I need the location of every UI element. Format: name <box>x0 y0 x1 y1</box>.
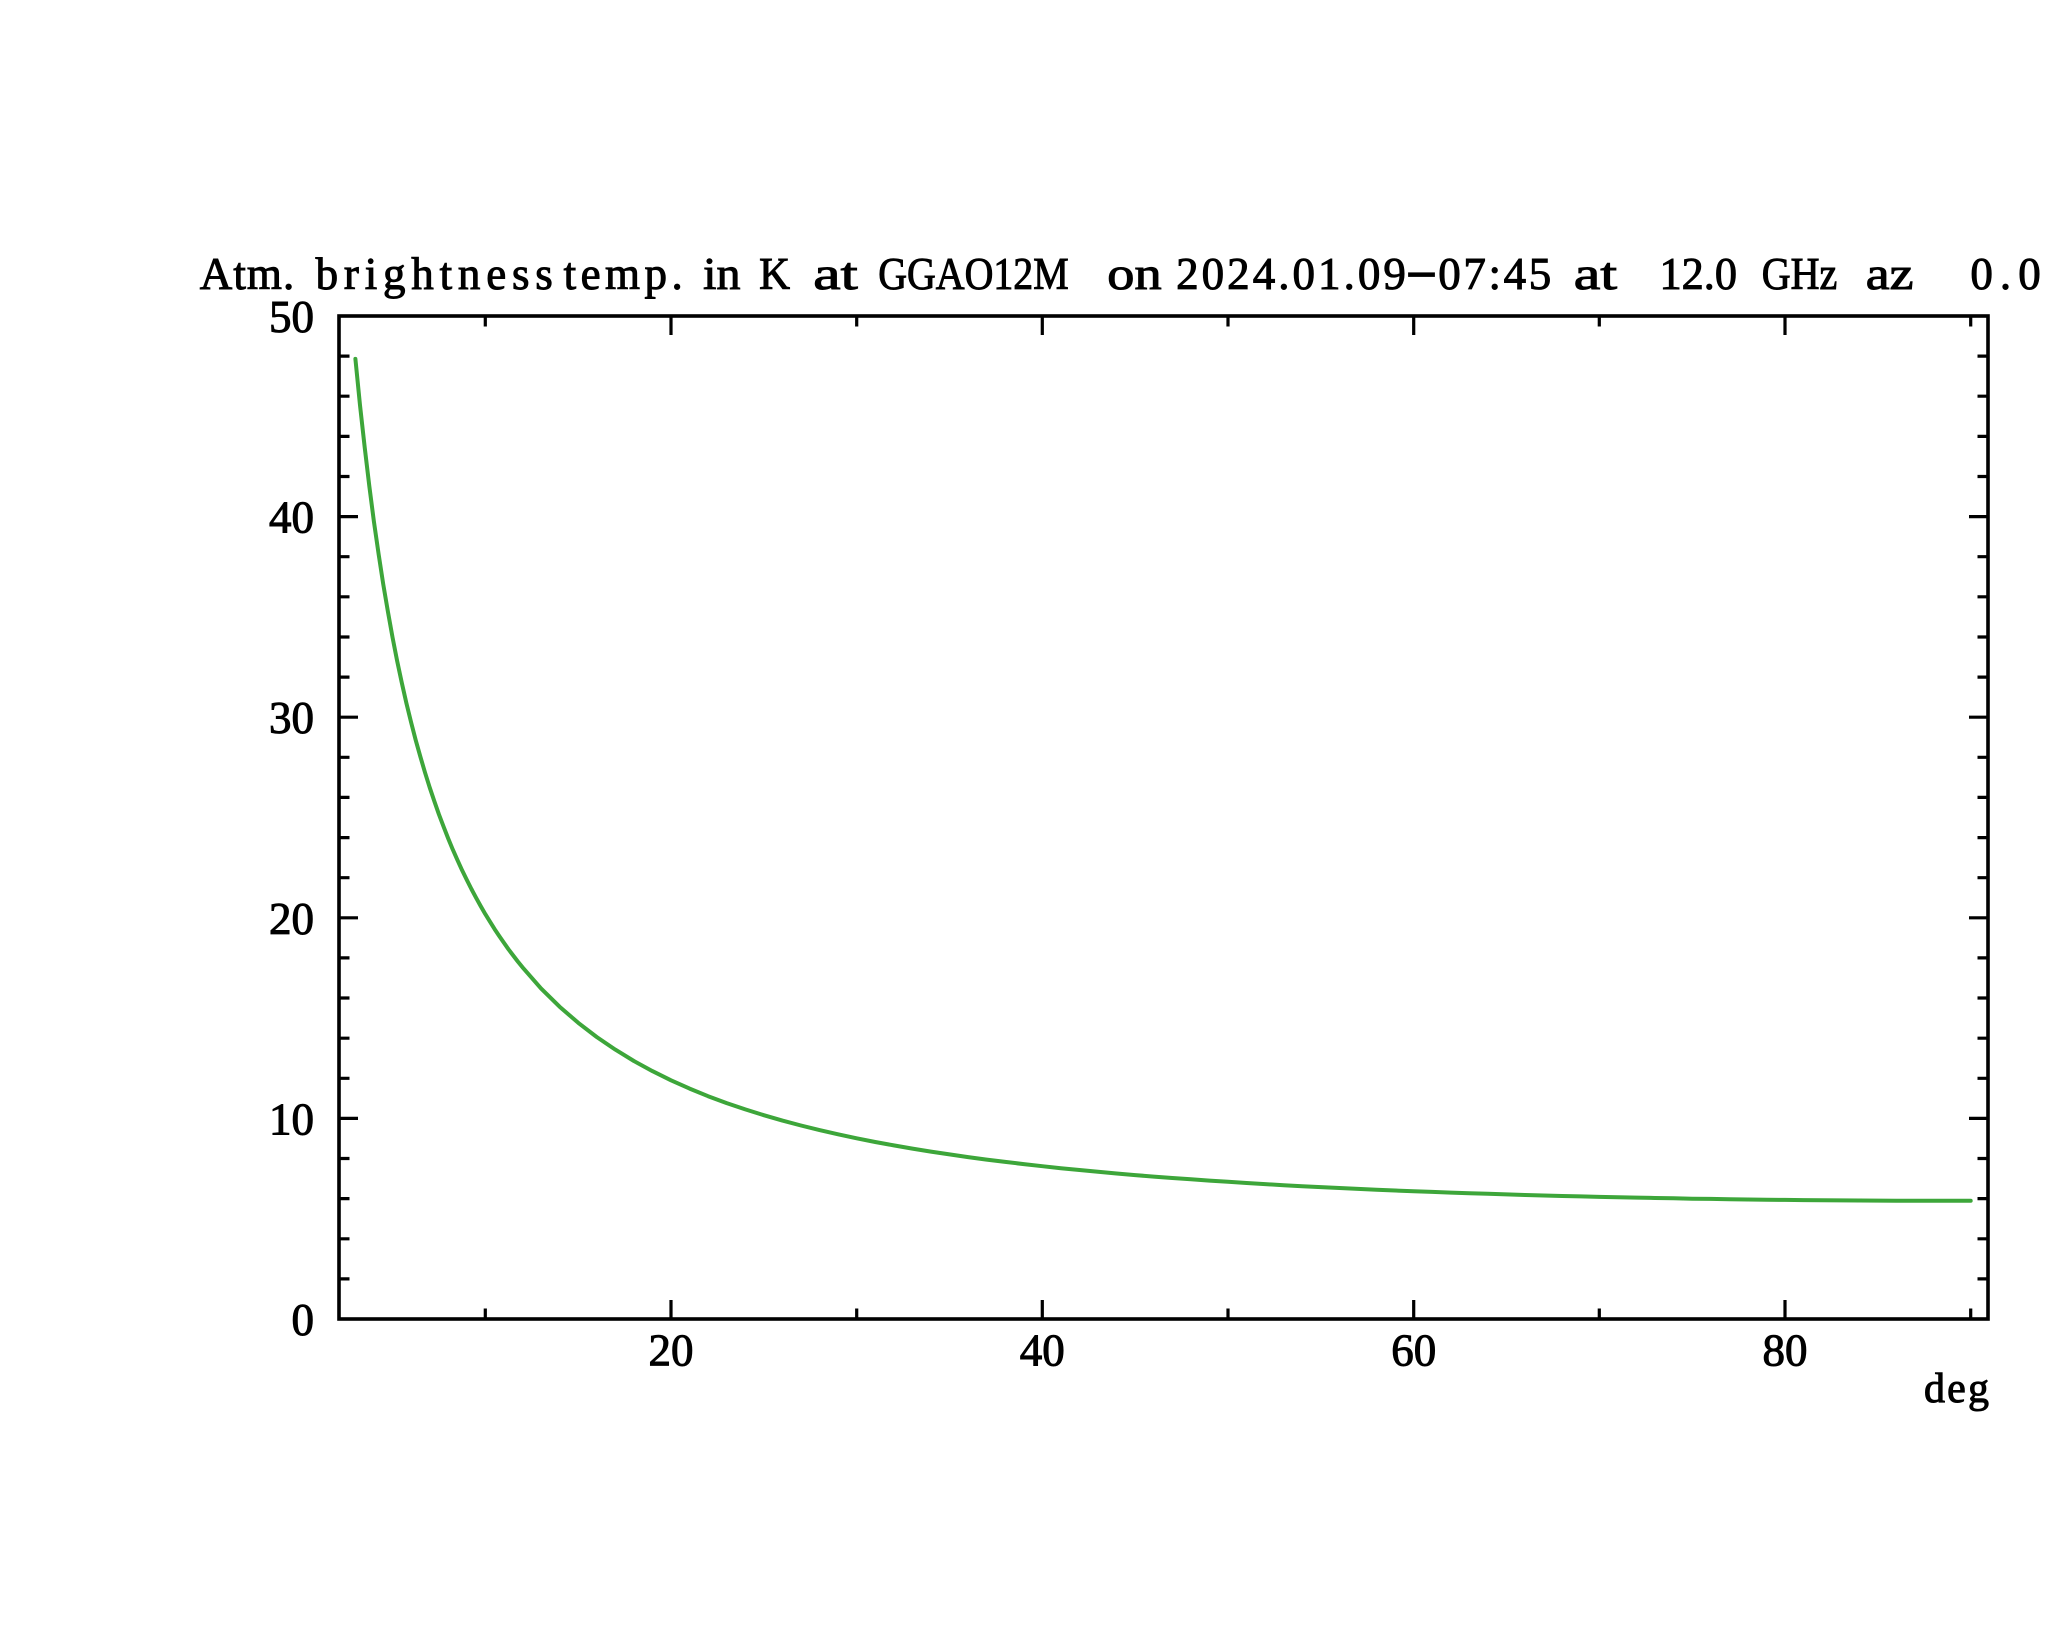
svg-text:deg: deg <box>1924 1366 1989 1412</box>
svg-text:on: on <box>1107 249 1161 299</box>
svg-text:Atm.: Atm. <box>200 249 294 299</box>
svg-text:30: 30 <box>269 693 314 743</box>
svg-text:60: 60 <box>1391 1326 1436 1376</box>
svg-text:0: 0 <box>292 1295 315 1345</box>
svg-text:12.0: 12.0 <box>1660 249 1738 299</box>
svg-text:50: 50 <box>269 292 314 342</box>
svg-text:80: 80 <box>1763 1326 1808 1376</box>
svg-text:K: K <box>759 249 790 299</box>
svg-text:40: 40 <box>1020 1326 1065 1376</box>
svg-text:az: az <box>1866 249 1914 299</box>
svg-text:40: 40 <box>269 493 314 543</box>
svg-text:20: 20 <box>649 1326 694 1376</box>
svg-text:20: 20 <box>269 894 314 944</box>
svg-text:temp.: temp. <box>564 249 683 299</box>
svg-text:0.0: 0.0 <box>1970 249 2040 299</box>
svg-text:at: at <box>813 249 858 299</box>
svg-text:at: at <box>1574 249 1618 299</box>
svg-text:10: 10 <box>269 1094 314 1144</box>
svg-text:in: in <box>703 249 740 299</box>
svg-text:GGAO12M: GGAO12M <box>878 249 1068 299</box>
svg-text:GHz: GHz <box>1762 249 1838 299</box>
svg-text:07:45: 07:45 <box>1438 249 1551 299</box>
